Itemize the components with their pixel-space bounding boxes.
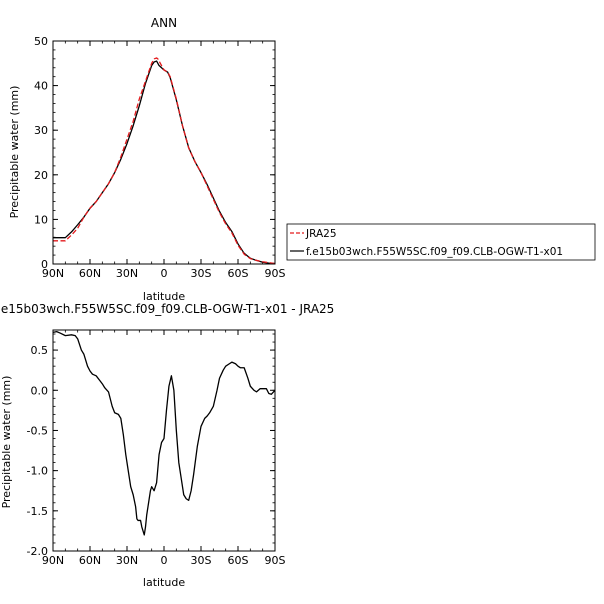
panel1-y-axis-label: Precipitable water (mm) <box>8 86 21 219</box>
y-tick-label: 40 <box>34 80 48 93</box>
x-tick-label: 30S <box>191 267 212 280</box>
y-tick-label: 10 <box>34 213 48 226</box>
y-tick-label: 20 <box>34 169 48 182</box>
y-tick-label: -2.0 <box>27 545 48 558</box>
legend-box <box>286 223 596 261</box>
legend-label-model: f.e15b03wch.F55W5SC.f09_f09.CLB-OGW-T1-x… <box>306 246 563 258</box>
x-tick-label: 60S <box>228 554 249 567</box>
x-tick-label: 60S <box>228 267 249 280</box>
y-tick-label: 50 <box>34 35 48 48</box>
y-tick-label: -0.5 <box>27 424 48 437</box>
x-tick-label: 90S <box>265 267 286 280</box>
series-line-f-e15b03wch-f55w5sc-f09-f09-clb-ogw-t1-x01 <box>53 60 276 265</box>
y-tick-label: 30 <box>34 124 48 137</box>
panel2-series <box>52 330 276 536</box>
x-tick-label: 60N <box>79 554 101 567</box>
panel2-tick-labels: 90N 60N 30N 0 30S 60S 90S -2.0 -1.5 -1.0 -0.5 0.0 0.… <box>27 344 286 567</box>
panel1-ticks <box>52 40 276 265</box>
y-tick-label: 0 <box>41 258 48 271</box>
panel2-plot-frame <box>52 329 276 552</box>
x-tick-label: 0 <box>161 267 168 280</box>
x-tick-label: 60N <box>79 267 101 280</box>
series-line-difference <box>52 330 276 536</box>
y-tick-label: 0.0 <box>31 384 49 397</box>
x-tick-label: 30S <box>191 554 212 567</box>
x-tick-label: 30N <box>116 267 138 280</box>
x-tick-label: 90N <box>42 267 64 280</box>
panel2-y-axis-label: Precipitable water (mm) <box>0 376 13 509</box>
panel1-plot-frame <box>52 40 276 265</box>
x-tick-label: 90N <box>42 554 64 567</box>
x-tick-label: 30N <box>116 554 138 567</box>
panel1-title: ANN <box>151 16 177 30</box>
y-tick-label: -1.5 <box>27 505 48 518</box>
y-tick-label: 0.5 <box>31 344 49 357</box>
panel2-x-axis-label: latitude <box>143 576 185 589</box>
legend-label-jra25: JRA25 <box>305 228 337 240</box>
legend: JRA25 f.e15b03wch.F55W5SC.f09_f09.CLB-OG… <box>286 223 596 261</box>
x-tick-label: 0 <box>161 554 168 567</box>
panel1-tick-labels: 90N 60N 30N 0 30S 60S 90S 0 10 20 30 40 50 <box>34 35 286 280</box>
panel1-x-axis-label: latitude <box>143 290 185 303</box>
x-tick-label: 90S <box>265 554 286 567</box>
series-line-jra25 <box>53 57 276 265</box>
panel2-title: f.e15b03wch.F55W5SC.f09_f09.CLB-OGW-T1-x… <box>0 302 334 316</box>
panel1-series <box>53 57 276 265</box>
y-tick-label: -1.0 <box>27 465 48 478</box>
